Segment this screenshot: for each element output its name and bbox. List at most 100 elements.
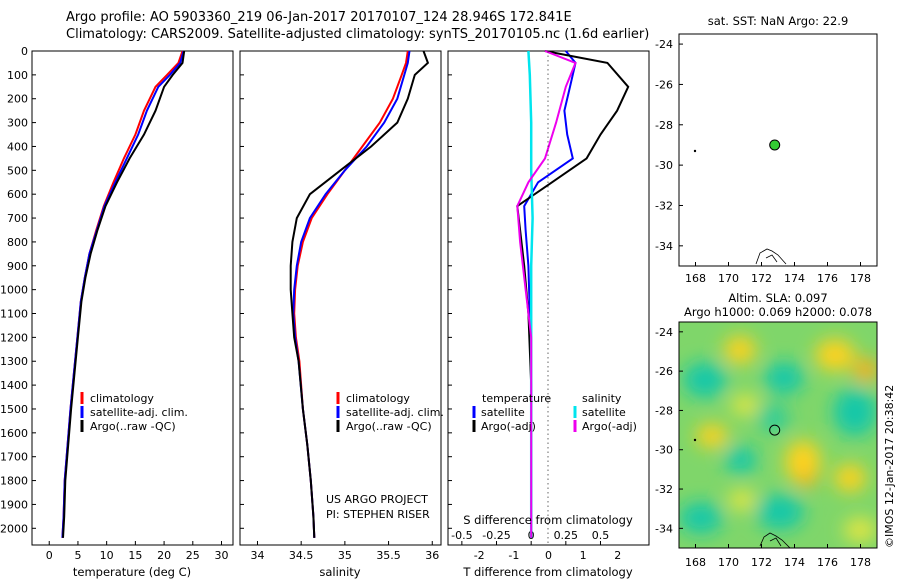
depth-tick-label: 100 [7,69,28,82]
t-difference-tick-label: -1 [508,549,519,562]
salinity-axis-label: salinity [319,565,360,579]
difference-tick-label: -0.25 [482,529,510,542]
pi-credit: PI: STEPHEN RISER [326,508,430,521]
lon-tick-label: 178 [850,556,871,569]
depth-tick-label: 800 [7,236,28,249]
temperature-tick-label: 0 [46,549,53,562]
salinity-tick-label: 34 [250,549,264,562]
depth-tick-label: 400 [7,140,28,153]
lat-tick-label: -24 [655,38,673,51]
climatology-subtitle: Climatology: CARS2009. Satellite-adjuste… [66,27,650,42]
argo-position-marker [769,424,781,436]
profile-lines [61,50,630,538]
sst-map-frame [678,33,878,267]
temperature-tick-label: 5 [74,549,81,562]
depth-tick-label: 900 [7,260,28,273]
sla-heatmap [679,322,877,548]
depth-tick-label: 300 [7,117,28,130]
lat-tick-label: -34 [655,240,673,253]
argo-height-title: Argo h1000: 0.069 h2000: 0.078 [684,305,872,319]
salinity-tick-label: 35.5 [376,549,401,562]
s-difference-axis-label: S difference from climatology [463,513,633,527]
depth-tick-label: 1600 [0,427,28,440]
lon-tick-label: 178 [850,272,871,285]
t-difference-tick-label: 1 [580,549,587,562]
legend-argo: Argo(..raw -QC) [90,420,176,433]
legend-climatology: climatology [90,392,154,405]
depth-tick-label: 1800 [0,475,28,488]
legend-temperature-title: temperature [482,392,551,405]
sla-map-frame [678,321,878,549]
legend-s-argo: Argo(-adj) [582,420,637,433]
salinity-plot-frame [239,50,442,546]
depth-tick-label: 1500 [0,403,28,416]
series-line [516,50,577,538]
legend-satellite: satellite-adj. clim. [346,406,444,419]
argo-position-marker [769,139,781,151]
difference-plot-frame [447,50,650,546]
temperature-tick-label: 15 [128,549,142,562]
lat-tick-label: -26 [655,78,673,91]
depth-tick-label: 600 [7,188,28,201]
lat-tick-label: -30 [655,159,673,172]
profile-title: Argo profile: AO 5903360_219 06-Jan-2017… [66,10,572,25]
series-line [289,50,430,538]
salinity-tick-label: 34.5 [289,549,314,562]
depth-tick-label: 1200 [0,331,28,344]
series-line [62,50,186,538]
legend-t-satellite: satellite [481,406,525,419]
lat-tick-label: -34 [655,522,673,535]
temperature-tick-label: 25 [186,549,200,562]
depth-ticks: 0 100 200 300 400 500 600 700 800 900 1000 1100 1200… [0,45,452,535]
series-line [293,50,409,538]
lon-tick-label: 172 [751,556,772,569]
depth-tick-label: 1100 [0,308,28,321]
depth-tick-label: 200 [7,93,28,106]
depth-tick-label: 700 [7,212,28,225]
depth-tick-label: 1000 [0,284,28,297]
series-line [61,50,185,538]
sst-map-title: sat. SST: NaN Argo: 22.9 [708,14,849,28]
salinity-tick-label: 35 [338,549,352,562]
t-difference-axis-label: T difference from climatology [462,565,633,579]
sst-coastline [755,248,787,265]
imos-credit: ©IMOS 12-Jan-2017 20:38:42 [883,385,896,548]
lat-tick-label: -28 [655,404,673,417]
temperature-tick-label: 20 [157,549,171,562]
lat-tick-label: -32 [655,483,673,496]
depth-tick-label: 1300 [0,355,28,368]
lon-tick-label: 172 [751,272,772,285]
difference-tick-label: -0.5 [451,529,472,542]
temperature-ticks: 0 5 10 15 20 25 30 [46,541,229,562]
lat-tick-label: -24 [655,326,673,339]
temperature-axis-label: temperature (deg C) [73,565,191,579]
legend-salinity-title: salinity [582,392,622,405]
legend-satellite: satellite-adj. clim. [90,406,188,419]
lon-tick-label: 168 [685,272,706,285]
difference-tick-label: 0.25 [554,529,579,542]
map-ticks: -24 -26 -28 -30 -32 -34 168 170 172 174 176 178 -24 -… [655,38,871,569]
lat-tick-label: -26 [655,365,673,378]
legend-s-satellite: satellite [582,406,626,419]
temperature-tick-label: 10 [100,549,114,562]
series-line [61,50,184,538]
salinity-tick-label: 36 [425,549,439,562]
difference-ticks: -0.5 -0.25 0 0.25 0.5-2 -1 0 1 2 [451,529,621,562]
temperature-tick-label: 30 [215,549,229,562]
series-line [516,50,630,538]
lon-tick-label: 176 [817,272,838,285]
lon-tick-label: 168 [685,556,706,569]
temperature-plot-frame [31,50,234,546]
depth-tick-label: 1700 [0,451,28,464]
sla-title: Altim. SLA: 0.097 [728,291,827,305]
t-difference-tick-label: 2 [614,549,621,562]
difference-tick-label: 0.5 [592,529,610,542]
depth-tick-label: 500 [7,164,28,177]
lat-tick-label: -28 [655,119,673,132]
project-credit: US ARGO PROJECT [326,493,428,506]
lat-tick-label: -32 [655,199,673,212]
map-markers [769,139,781,436]
lon-tick-label: 170 [718,556,739,569]
depth-tick-label: 1900 [0,498,28,511]
